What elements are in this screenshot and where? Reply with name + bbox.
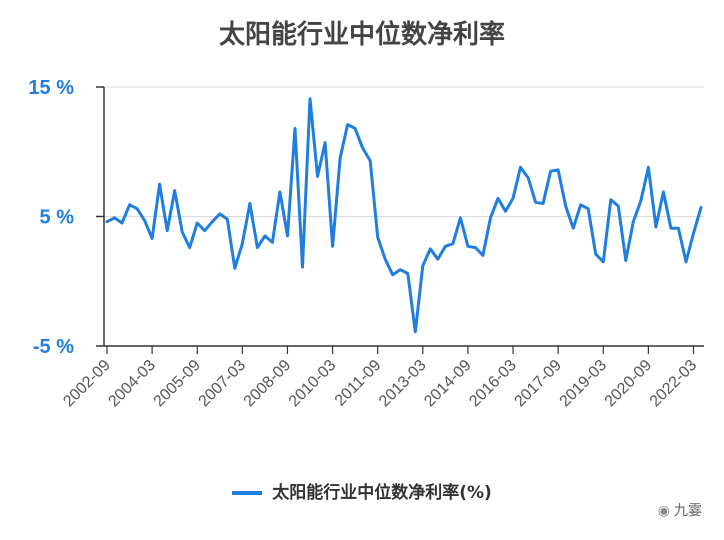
chart-title: 太阳能行业中位数净利率 (218, 20, 505, 50)
grid-layer (104, 86, 704, 347)
x-tick-label: 2013-03 (376, 357, 430, 411)
y-tick-label: 5 % (40, 207, 75, 229)
watermark-text: 九霎 (674, 503, 702, 519)
x-tick-label: 2019-03 (557, 357, 611, 411)
series-line (105, 97, 703, 334)
x-tick-label: 2022-03 (647, 357, 701, 411)
legend-swatch (232, 491, 263, 495)
series-layer (105, 97, 703, 334)
x-tick-label: 2016-03 (466, 357, 520, 411)
x-tick-label: 2008-09 (241, 357, 295, 411)
x-tick-label: 2004-03 (105, 357, 159, 411)
x-tick-label: 2010-03 (286, 357, 340, 411)
wechat-icon: ◉ (657, 503, 670, 519)
y-tick-label: -5 % (33, 336, 74, 358)
x-tick-label: 2014-09 (421, 357, 475, 411)
x-tick-label: 2017-09 (511, 357, 565, 411)
x-tick-label: 2020-09 (602, 357, 656, 411)
x-tick-label: 2007-03 (196, 357, 250, 411)
line-chart: 15 % 5 % -5 % 2002-092004-032005-092007-03… (28, 77, 704, 411)
x-tick-label: 2002-09 (60, 357, 114, 411)
legend-label: 太阳能行业中位数净利率(%) (272, 483, 492, 503)
legend[interactable]: 太阳能行业中位数净利率(%) (0, 478, 724, 503)
x-tick-label: 2005-09 (151, 357, 205, 411)
x-axis: 2002-092004-032005-092007-032008-092010-… (60, 345, 704, 411)
x-tick-label: 2011-09 (332, 357, 385, 410)
y-axis: 15 % 5 % -5 % (28, 77, 105, 358)
y-tick-label: 15 % (28, 77, 74, 99)
watermark: ◉ 九霎 (658, 500, 702, 520)
